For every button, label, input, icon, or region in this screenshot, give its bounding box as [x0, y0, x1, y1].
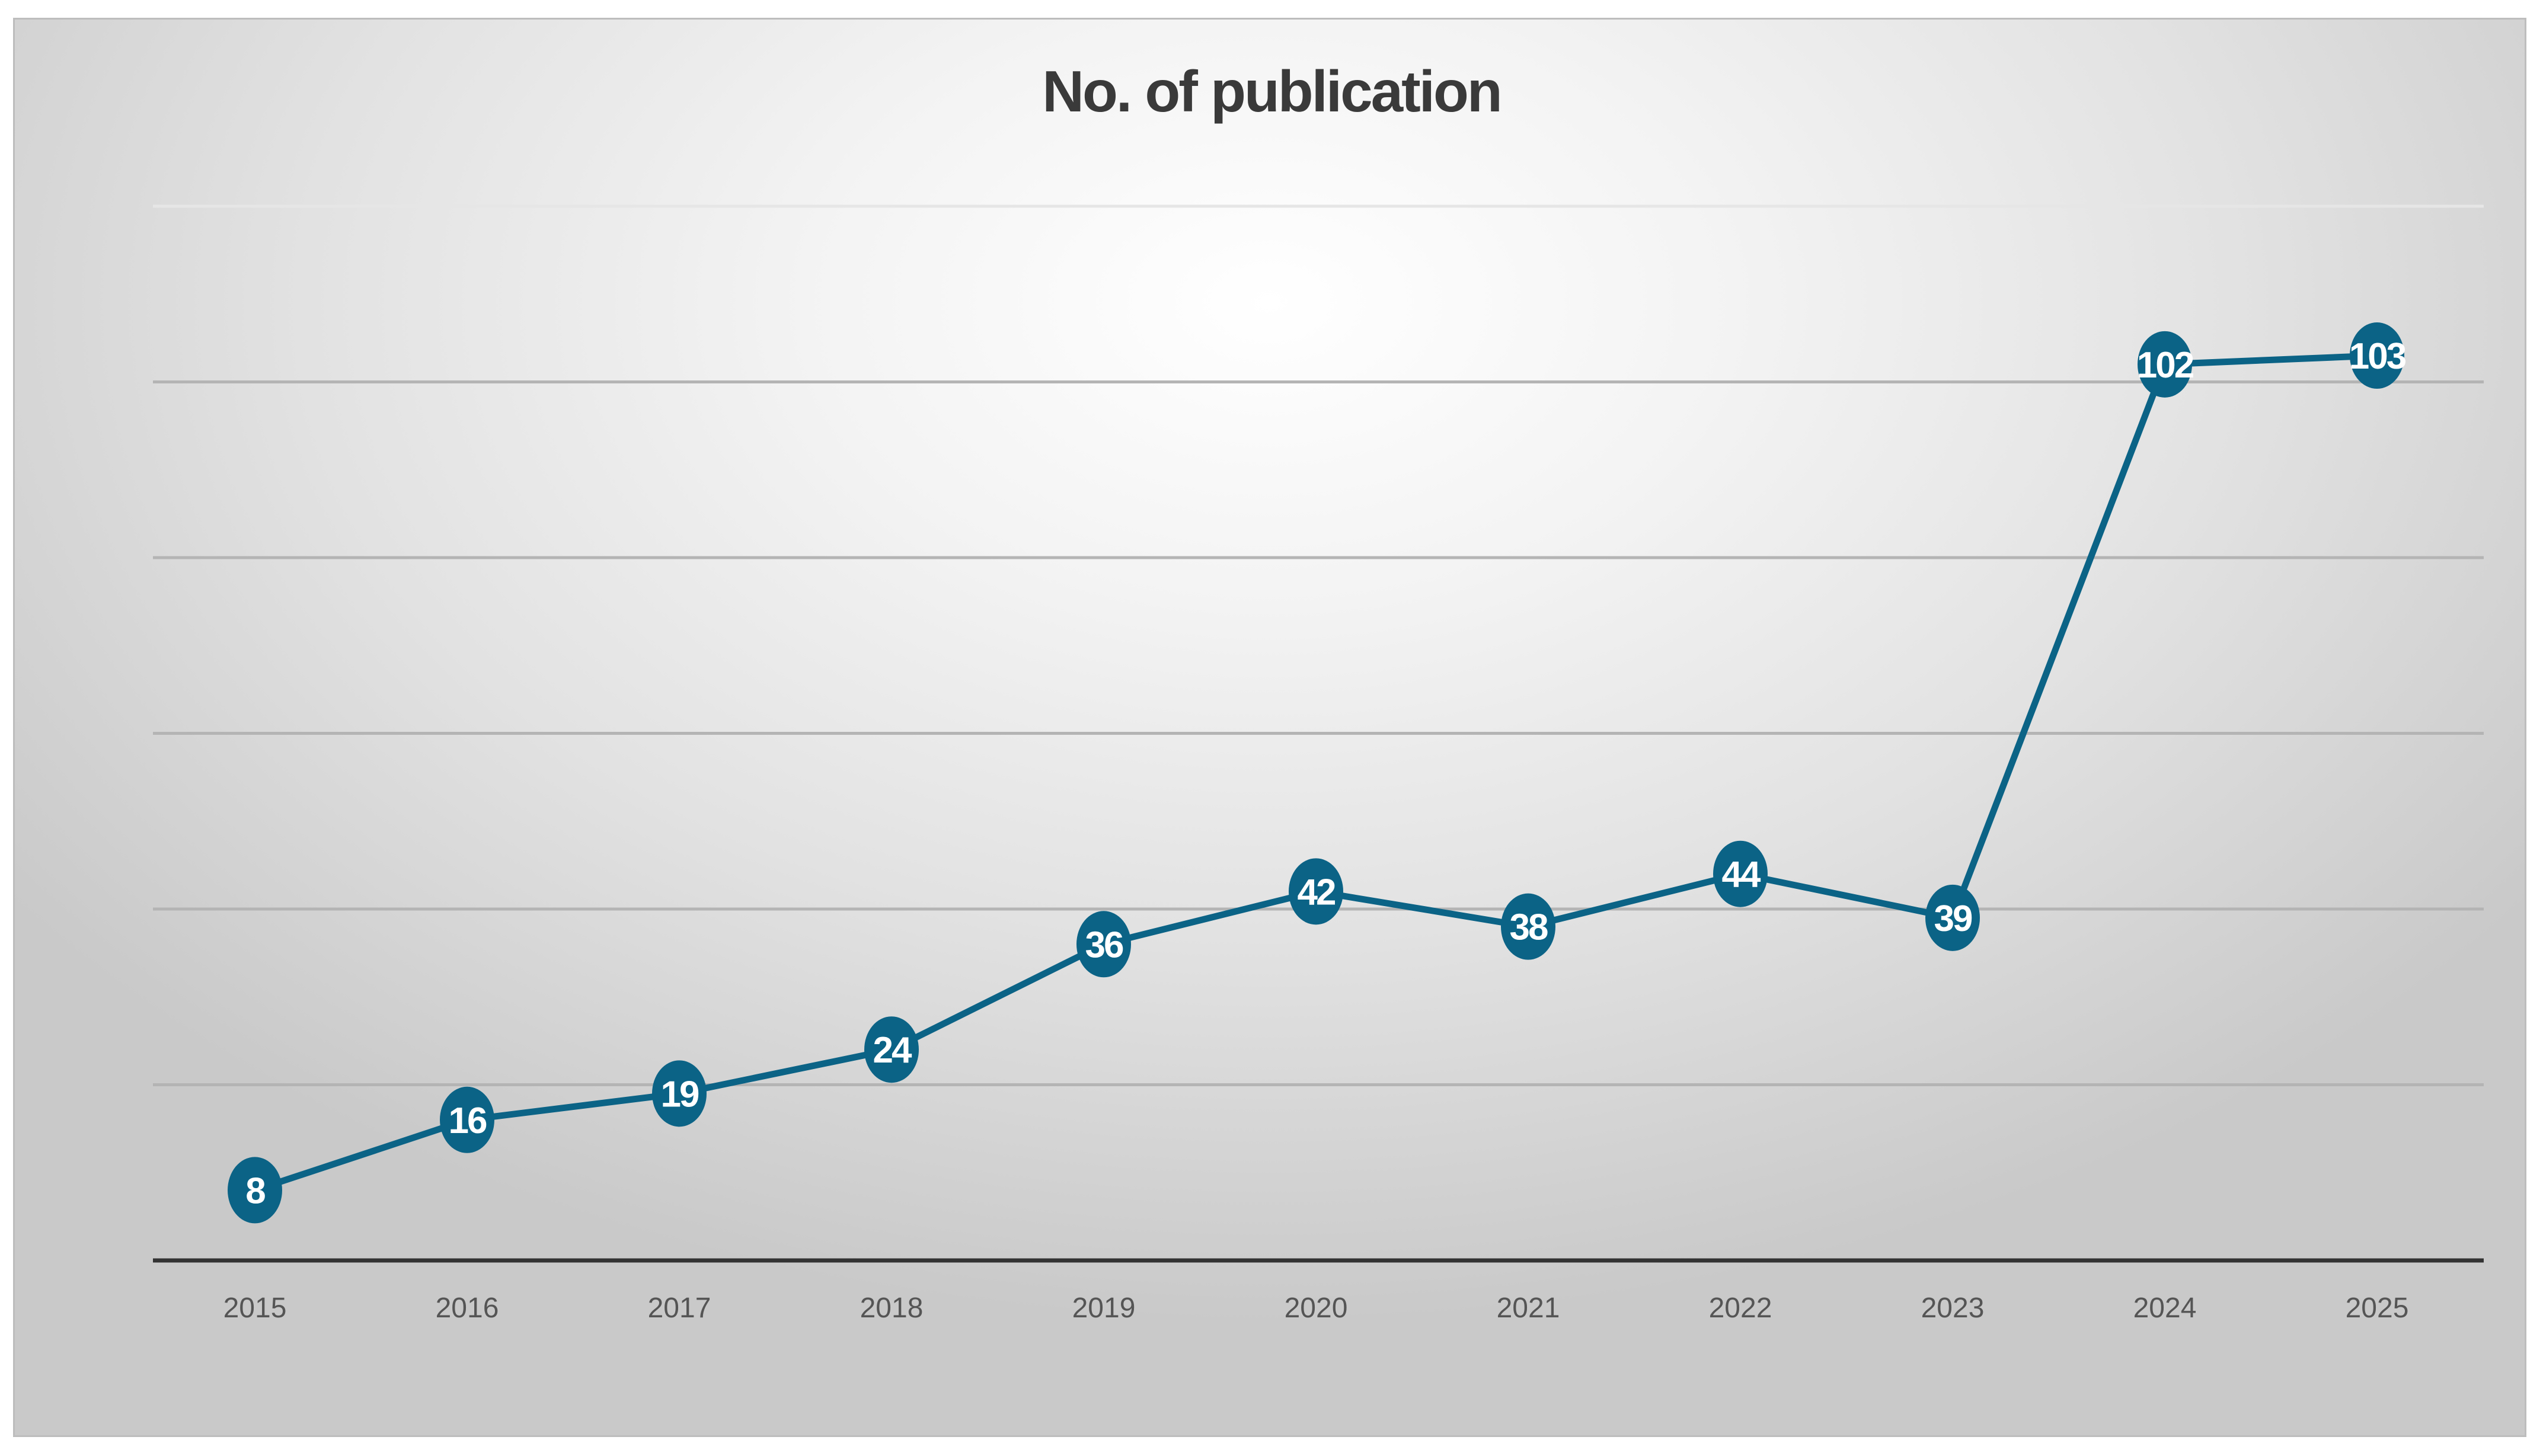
x-tick-label-2021: 2021	[1497, 1292, 1560, 1324]
data-labels: 8 16 19 24 36 42 38 44 39 102 103	[245, 336, 2407, 1211]
data-point-2022	[1713, 840, 1768, 907]
data-markers	[228, 322, 2404, 1224]
data-label-2019: 36	[1085, 924, 1123, 965]
data-point-2024	[2138, 331, 2192, 398]
data-point-2020	[1289, 858, 1343, 925]
data-point-2019	[1076, 911, 1131, 978]
x-tick-label-2025: 2025	[2346, 1292, 2409, 1324]
data-point-2023	[1925, 884, 1980, 951]
x-tick-label-2022: 2022	[1709, 1292, 1772, 1324]
x-tick-label-2023: 2023	[1921, 1292, 1985, 1324]
x-tick-label-2015: 2015	[223, 1292, 287, 1324]
data-label-2016: 16	[449, 1100, 487, 1141]
data-label-2018: 24	[873, 1030, 912, 1071]
gridlines	[153, 204, 2484, 1086]
data-label-2022: 44	[1722, 855, 1761, 895]
data-label-2017: 19	[661, 1074, 699, 1115]
data-label-2023: 39	[1934, 898, 1972, 939]
data-point-2018	[864, 1016, 919, 1083]
data-label-2021: 38	[1510, 907, 1548, 948]
x-tick-label-2020: 2020	[1285, 1292, 1348, 1324]
x-tick-label-2017: 2017	[648, 1292, 711, 1324]
x-axis-tick-labels: 2015 2016 2017 2018 2019 2020 2021 2022 2023 2024…	[223, 1292, 2409, 1324]
data-label-2025: 103	[2349, 336, 2406, 377]
data-point-2025	[2350, 322, 2404, 389]
data-label-2015: 8	[245, 1170, 265, 1211]
x-tick-label-2018: 2018	[860, 1292, 924, 1324]
data-point-2016	[440, 1086, 494, 1153]
data-label-2020: 42	[1298, 872, 1335, 913]
chart-title: No. of publication	[1042, 59, 1500, 124]
data-label-2024: 102	[2137, 345, 2193, 386]
series-line	[251, 352, 2381, 1193]
data-point-2021	[1501, 893, 1555, 960]
data-point-2017	[652, 1060, 707, 1127]
x-tick-label-2024: 2024	[2133, 1292, 2197, 1324]
chart-frame	[13, 18, 2526, 1437]
x-tick-label-2019: 2019	[1072, 1292, 1136, 1324]
x-tick-label-2016: 2016	[436, 1292, 499, 1324]
data-point-2015	[228, 1157, 282, 1224]
